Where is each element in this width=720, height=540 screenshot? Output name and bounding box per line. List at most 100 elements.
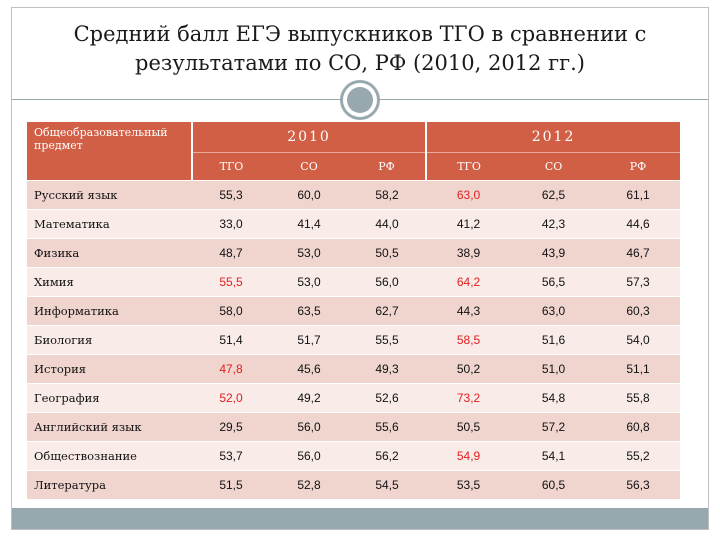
decorative-ring-icon	[340, 80, 380, 120]
value-cell: 53,5	[426, 469, 512, 499]
subheader-tgo-2012: ТГО	[426, 151, 512, 180]
table-row: Информатика 58,0 63,5 62,7 44,3 63,0 60,3	[27, 295, 681, 325]
value-cell: 58,0	[192, 295, 270, 325]
value-cell: 73,2	[426, 382, 512, 412]
value-cell: 55,5	[192, 266, 270, 296]
table-row: Русский язык 55,3 60,0 58,2 63,0 62,5 61,1	[27, 179, 681, 209]
value-cell: 55,5	[348, 324, 427, 354]
value-cell: 50,5	[426, 411, 512, 441]
value-cell: 53,0	[270, 266, 348, 296]
value-cell: 58,2	[348, 179, 427, 209]
value-cell: 54,9	[426, 440, 512, 470]
table-row: Литература 51,5 52,8 54,5 53,5 60,5 56,3	[27, 469, 681, 499]
value-cell: 33,0	[192, 208, 270, 238]
value-cell: 56,3	[596, 469, 681, 499]
value-cell: 51,6	[511, 324, 597, 354]
value-cell: 56,5	[511, 266, 597, 296]
value-cell: 51,0	[511, 353, 597, 383]
value-cell: 41,4	[270, 208, 348, 238]
table-row: Биология 51,4 51,7 55,5 58,5 51,6 54,0	[27, 324, 681, 354]
subject-cell: Информатика	[27, 295, 192, 325]
value-cell: 48,7	[192, 237, 270, 267]
value-cell: 57,2	[511, 411, 597, 441]
value-cell: 38,9	[426, 237, 512, 267]
value-cell: 46,7	[596, 237, 681, 267]
value-cell: 55,8	[596, 382, 681, 412]
table-row: Английский язык 29,5 56,0 55,6 50,5 57,2 60,8	[27, 411, 681, 441]
table-row: Математика 33,0 41,4 44,0 41,2 42,3 44,6	[27, 208, 681, 238]
value-cell: 51,5	[192, 469, 270, 499]
subject-cell: Математика	[27, 208, 192, 238]
value-cell: 51,7	[270, 324, 348, 354]
value-cell: 62,7	[348, 295, 427, 325]
value-cell: 60,8	[596, 411, 681, 441]
value-cell: 60,3	[596, 295, 681, 325]
value-cell: 60,5	[511, 469, 597, 499]
value-cell: 57,3	[596, 266, 681, 296]
value-cell: 51,1	[596, 353, 681, 383]
value-cell: 61,1	[596, 179, 681, 209]
value-cell: 56,2	[348, 440, 427, 470]
slide-frame	[11, 7, 709, 530]
value-cell: 43,9	[511, 237, 597, 267]
value-cell: 49,3	[348, 353, 427, 383]
subject-header: Общеобразовательный предмет	[27, 122, 193, 180]
value-cell: 56,0	[348, 266, 427, 296]
subheader-tgo-2010: ТГО	[192, 151, 270, 180]
footer-bar	[12, 508, 708, 529]
value-cell: 44,0	[348, 208, 427, 238]
subheader-rf-2012: РФ	[596, 151, 681, 180]
value-cell: 62,5	[511, 179, 597, 209]
value-cell: 55,3	[192, 179, 270, 209]
subject-cell: География	[27, 382, 192, 412]
subject-cell: Литература	[27, 469, 192, 499]
value-cell: 29,5	[192, 411, 270, 441]
table-row: Химия 55,5 53,0 56,0 64,2 56,5 57,3	[27, 266, 681, 296]
value-cell: 53,0	[270, 237, 348, 267]
subject-cell: Биология	[27, 324, 192, 354]
value-cell: 54,1	[511, 440, 597, 470]
value-cell: 50,2	[426, 353, 512, 383]
year-header-2012: 2012	[426, 122, 681, 152]
table-row: История 47,8 45,6 49,3 50,2 51,0 51,1	[27, 353, 681, 383]
value-cell: 63,5	[270, 295, 348, 325]
value-cell: 54,5	[348, 469, 427, 499]
value-cell: 60,0	[270, 179, 348, 209]
value-cell: 55,2	[596, 440, 681, 470]
value-cell: 42,3	[511, 208, 597, 238]
value-cell: 49,2	[270, 382, 348, 412]
value-cell: 53,7	[192, 440, 270, 470]
subheader-so-2012: СО	[511, 151, 597, 180]
year-header-2010: 2010	[192, 122, 428, 152]
value-cell: 63,0	[511, 295, 597, 325]
value-cell: 45,6	[270, 353, 348, 383]
value-cell: 54,8	[511, 382, 597, 412]
value-cell: 55,6	[348, 411, 427, 441]
table-row: Физика 48,7 53,0 50,5 38,9 43,9 46,7	[27, 237, 681, 267]
table-body: Русский язык 55,3 60,0 58,2 63,0 62,5 61,1 Мате…	[27, 179, 681, 499]
value-cell: 54,0	[596, 324, 681, 354]
value-cell: 52,0	[192, 382, 270, 412]
value-cell: 52,8	[270, 469, 348, 499]
value-cell: 41,2	[426, 208, 512, 238]
value-cell: 44,6	[596, 208, 681, 238]
value-cell: 51,4	[192, 324, 270, 354]
value-cell: 50,5	[348, 237, 427, 267]
value-cell: 56,0	[270, 440, 348, 470]
value-cell: 58,5	[426, 324, 512, 354]
subject-cell: История	[27, 353, 192, 383]
value-cell: 44,3	[426, 295, 512, 325]
value-cell: 63,0	[426, 179, 512, 209]
subject-cell: Обществознание	[27, 440, 192, 470]
results-table: Общеобразовательный предмет 2010 2012 ТГ…	[27, 122, 681, 499]
value-cell: 47,8	[192, 353, 270, 383]
table-row: География 52,0 49,2 52,6 73,2 54,8 55,8	[27, 382, 681, 412]
subject-cell: Химия	[27, 266, 192, 296]
subheader-so-2010: СО	[270, 151, 348, 180]
subject-cell: Английский язык	[27, 411, 192, 441]
subject-cell: Русский язык	[27, 179, 192, 209]
value-cell: 56,0	[270, 411, 348, 441]
value-cell: 64,2	[426, 266, 512, 296]
subheader-rf-2010: РФ	[348, 151, 428, 180]
subject-cell: Физика	[27, 237, 192, 267]
